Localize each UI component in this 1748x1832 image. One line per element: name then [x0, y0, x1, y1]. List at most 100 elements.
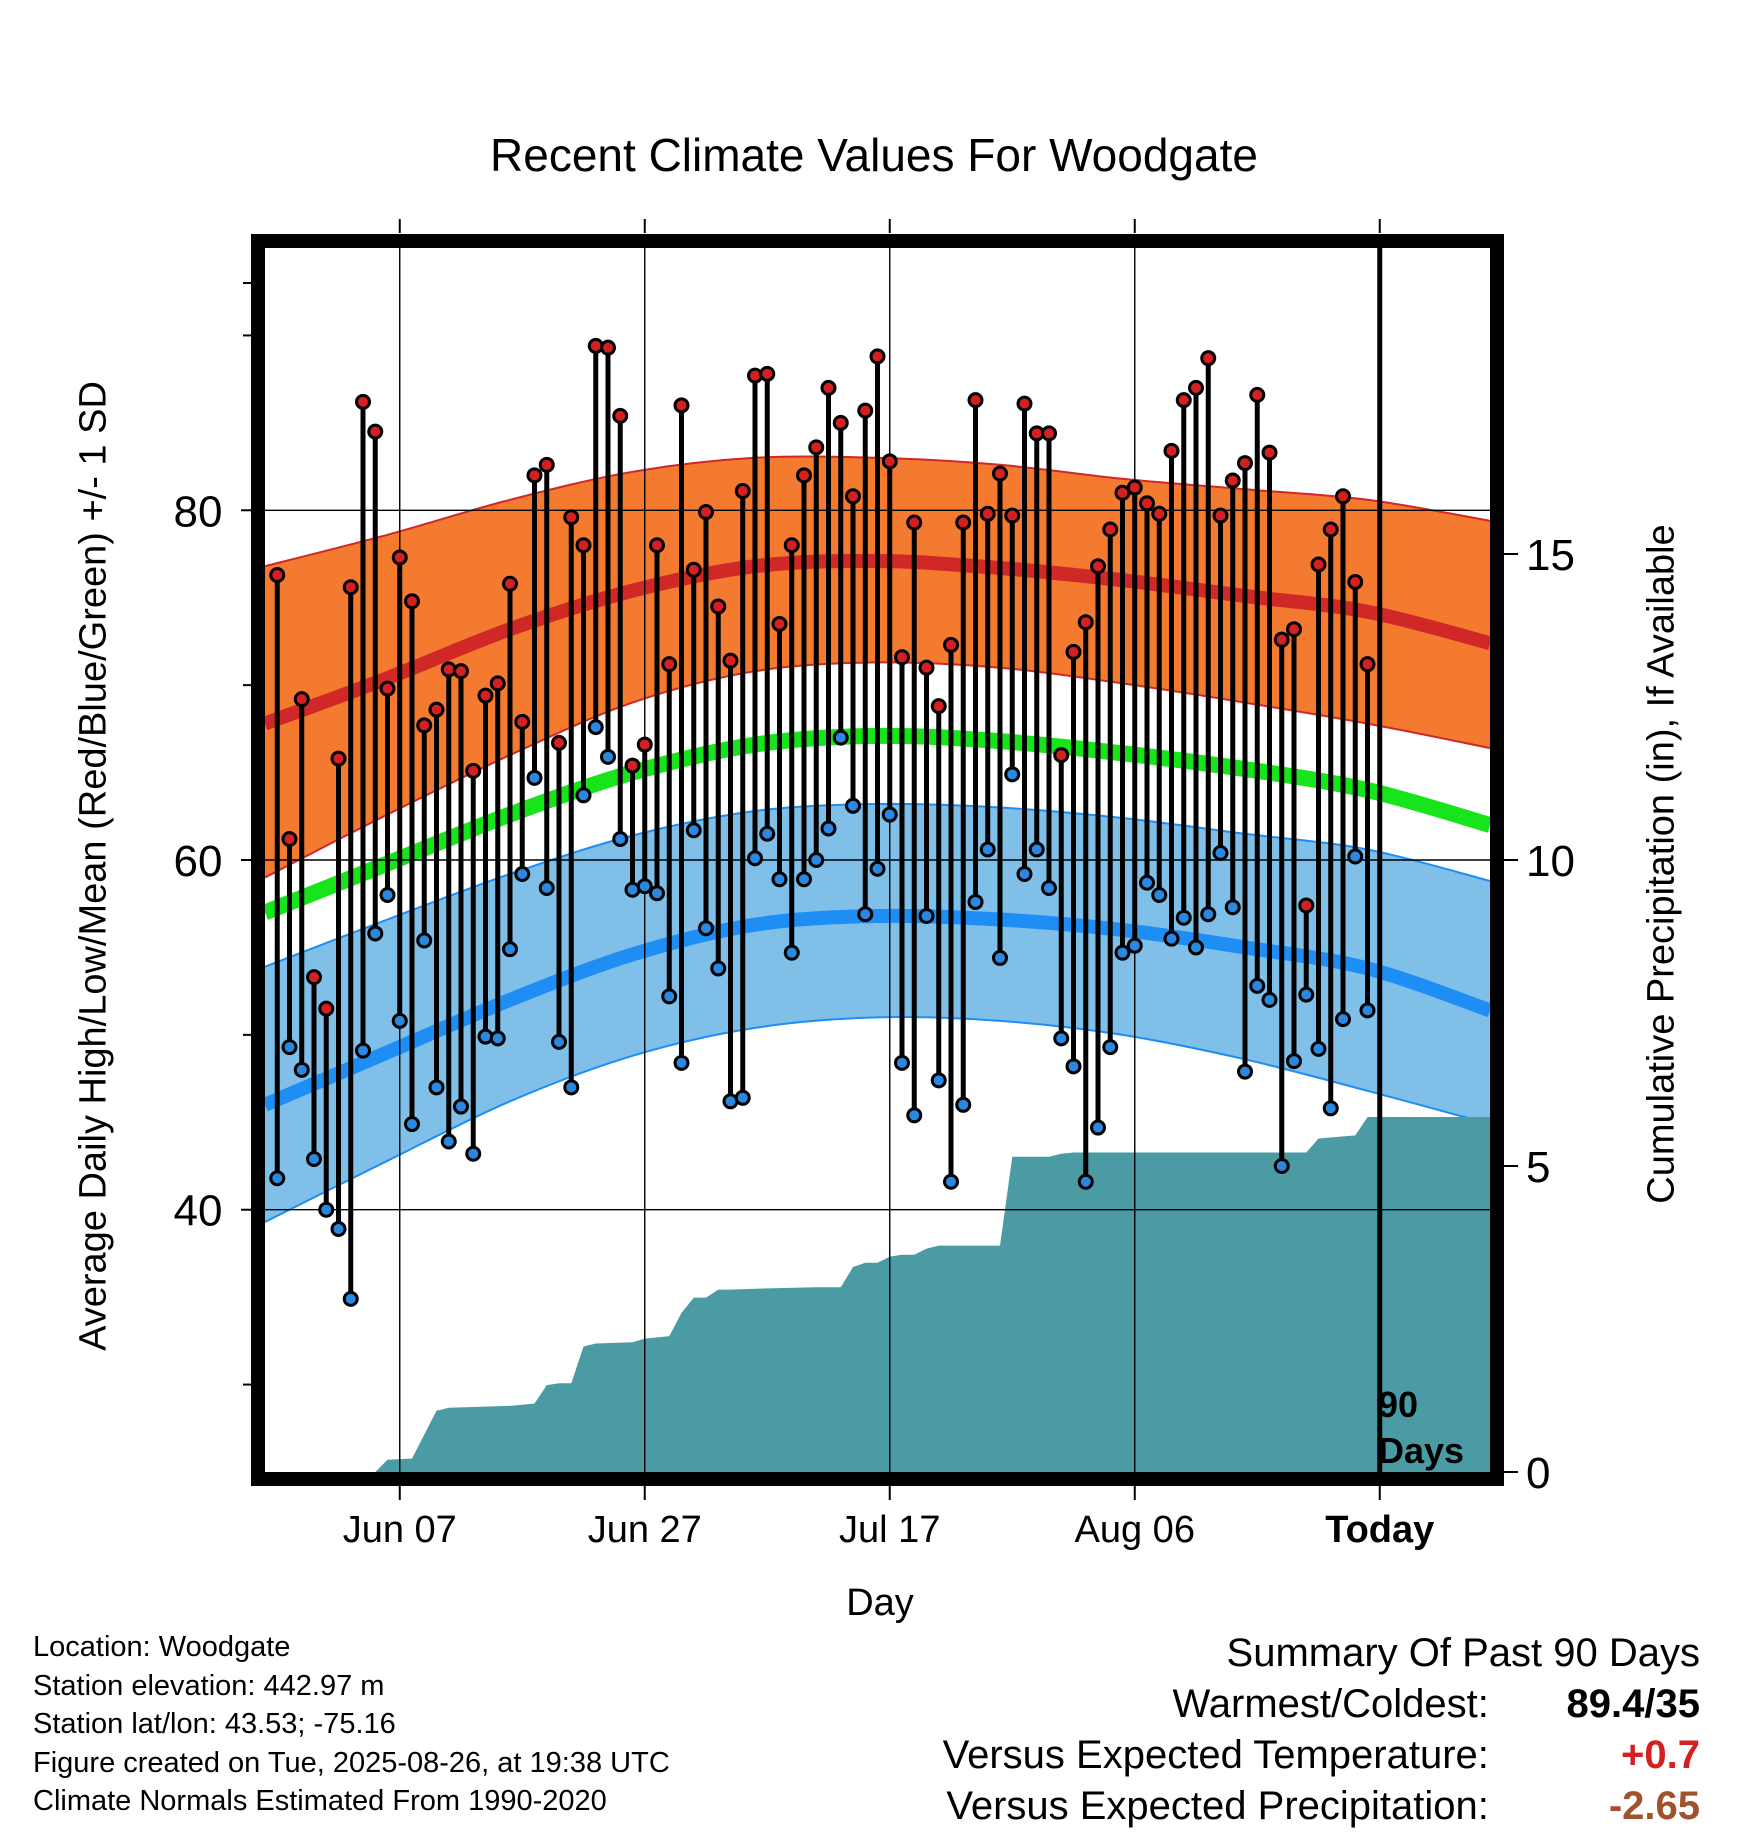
daily-low-point [796, 871, 812, 888]
precipitation-area [277, 1117, 1490, 1472]
plot-border [251, 234, 1504, 1486]
daily-high-point [943, 636, 959, 653]
daily-low-point [661, 988, 678, 1005]
daily-low-point [1163, 930, 1180, 947]
daily-high-point [600, 339, 616, 356]
daily-low-point [943, 1173, 959, 1190]
left-axis-label: Average Daily High/Low/Mean (Red/Blue/Gr… [72, 381, 115, 1351]
warmest-coldest-label: Warmest/Coldest: [1172, 1682, 1489, 1726]
daily-high-point [318, 1000, 335, 1017]
daily-high-point [1200, 350, 1217, 367]
daily-low-point [563, 1079, 580, 1096]
daily-high-point [1016, 395, 1033, 412]
daily-range-stems [274, 345, 1370, 1299]
daily-high-point [514, 713, 531, 730]
days-count: 90 [1378, 1384, 1419, 1425]
daily-low-point [502, 941, 518, 958]
daily-high-point [1249, 386, 1266, 403]
daily-low-point [600, 748, 616, 765]
daily-high-point [832, 414, 849, 431]
daily-low-point [820, 820, 837, 837]
daily-high-point [612, 407, 629, 424]
daily-high-point [1139, 495, 1155, 512]
summary-precipitation: Versus Expected Precipitation: -2.65 [943, 1781, 1700, 1832]
daily-high-point [1359, 656, 1376, 673]
daily-low-point [342, 1290, 359, 1307]
daily-high-point [293, 691, 310, 708]
daily-low-point [1028, 841, 1045, 858]
right-axis-label: Cumulative Precipitation (in), If Availa… [1640, 524, 1683, 1204]
daily-low-point [832, 729, 849, 746]
daily-high-point [1322, 521, 1339, 538]
daily-high-point [1335, 488, 1351, 505]
daily-high-point [1261, 444, 1278, 461]
daily-high-point [722, 652, 739, 669]
daily-low-point [685, 822, 702, 839]
daily-low-point [636, 878, 653, 895]
daily-high-point [673, 397, 690, 414]
daily-low-point [734, 1089, 751, 1106]
daily-low-point [1139, 874, 1155, 891]
daily-high-point [783, 537, 800, 554]
daily-low-point [281, 1039, 298, 1056]
daily-low-point [379, 886, 396, 903]
left-tick-label: 80 [174, 487, 223, 536]
daily-low-point [747, 850, 763, 867]
today-days-label: 90 Days [1378, 1382, 1464, 1474]
daily-high-point [1102, 521, 1119, 538]
daily-high-point [979, 505, 996, 522]
daily-low-point [857, 906, 874, 923]
daily-low-point [930, 1072, 947, 1089]
daily-high-point [1090, 558, 1106, 575]
daily-low-point [551, 1033, 567, 1050]
daily-low-point [1212, 845, 1229, 862]
daily-high-point [391, 549, 408, 566]
daily-high-point [575, 537, 592, 554]
left-tick-label: 60 [174, 837, 223, 886]
daily-low-point [1016, 865, 1033, 882]
daily-low-point [967, 893, 984, 910]
daily-low-point [465, 1145, 482, 1162]
daily-high-point [551, 734, 567, 751]
daily-low-point [1335, 1011, 1351, 1028]
daily-high-point [1347, 573, 1364, 590]
daily-high-point [1065, 643, 1082, 660]
daily-low-point [992, 949, 1008, 966]
daily-low-point [587, 719, 604, 736]
daily-low-point [1090, 1119, 1106, 1136]
daily-high-point [796, 467, 812, 484]
plot-frame [251, 234, 1504, 1486]
right-tick-label: 0 [1526, 1449, 1550, 1498]
daily-high-point [636, 736, 653, 753]
daily-high-point [1188, 379, 1204, 396]
daily-points [269, 337, 1376, 1307]
daily-high-point [1041, 425, 1057, 442]
daily-high-point [820, 379, 837, 396]
daily-low-point [440, 1133, 457, 1150]
daily-low-point [771, 871, 788, 888]
daily-low-point [428, 1079, 445, 1096]
daily-low-point [453, 1098, 469, 1115]
info-elevation: Station elevation: 442.97 m [33, 1669, 385, 1702]
daily-low-point [416, 932, 433, 949]
daily-low-point [1077, 1173, 1094, 1190]
daily-high-point [906, 514, 923, 531]
daily-high-point [1212, 507, 1229, 524]
daily-high-point [416, 717, 433, 734]
x-tick-label: Aug 06 [1075, 1509, 1195, 1551]
daily-high-point [1273, 631, 1290, 648]
daily-low-point [404, 1116, 420, 1133]
daily-low-point [894, 1054, 910, 1071]
daily-low-point [906, 1107, 923, 1124]
daily-low-point [783, 944, 800, 961]
daily-low-point [526, 769, 543, 786]
daily-low-point [1188, 939, 1204, 956]
daily-high-point [1004, 507, 1021, 524]
daily-high-point [526, 467, 543, 484]
summary-temperature: Versus Expected Temperature: +0.7 [943, 1730, 1700, 1781]
daily-low-point [306, 1151, 322, 1168]
daily-high-point [1298, 897, 1315, 914]
daily-high-point [992, 465, 1008, 482]
daily-low-point [1359, 1002, 1376, 1019]
temperature-value: +0.7 [1621, 1733, 1700, 1777]
